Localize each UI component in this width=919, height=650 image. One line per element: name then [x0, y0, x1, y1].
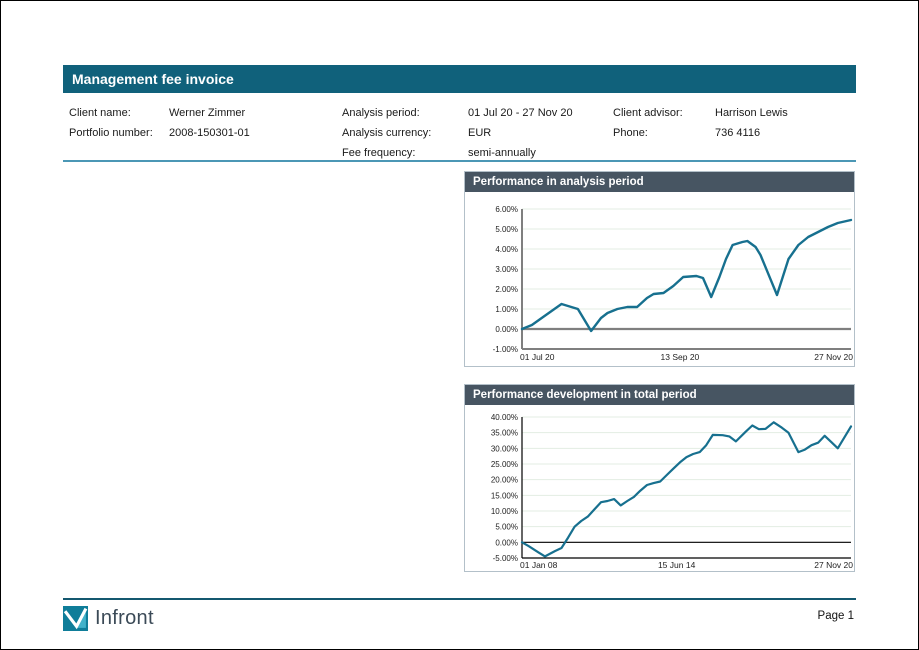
infront-chart-logo-icon [63, 606, 88, 631]
client-advisor-label: Client advisor: [613, 107, 683, 119]
svg-text:27 Nov 20: 27 Nov 20 [814, 352, 853, 362]
client-info-column-2: Analysis period: 01 Jul 20 - 27 Nov 20 A… [342, 103, 573, 163]
svg-text:01 Jul 20: 01 Jul 20 [520, 352, 555, 362]
svg-text:0.00%: 0.00% [495, 538, 518, 547]
svg-text:1.00%: 1.00% [495, 305, 518, 314]
svg-text:3.00%: 3.00% [495, 265, 518, 274]
phone-label: Phone: [613, 127, 648, 139]
brand-name: Infront [95, 607, 154, 629]
analysis-currency-value: EUR [468, 127, 492, 139]
portfolio-number-value: 2008-150301-01 [169, 127, 250, 139]
analysis-currency-label: Analysis currency: [342, 127, 432, 139]
brand-logo: Infront [63, 606, 154, 631]
analysis-period-chart-title: Performance in analysis period [465, 172, 854, 192]
total-period-chart-title: Performance development in total period [465, 385, 854, 405]
page-title: Management fee invoice [63, 65, 856, 93]
analysis-currency-row: Analysis currency: EUR [342, 123, 573, 143]
analysis-period-chart: 6.00% 5.00% 4.00% 3.00% 2.00% 1.00% 0.00% -1.00… [493, 205, 854, 362]
header-separator-line [63, 160, 856, 162]
svg-text:5.00%: 5.00% [495, 523, 518, 532]
fee-frequency-label: Fee frequency: [342, 147, 416, 159]
portfolio-number-row: Portfolio number: 2008-150301-01 [69, 123, 250, 143]
analysis-period-row: Analysis period: 01 Jul 20 - 27 Nov 20 [342, 103, 573, 123]
portfolio-number-label: Portfolio number: [69, 127, 153, 139]
phone-row: Phone: 736 4116 [613, 123, 788, 143]
analysis-period-label: Analysis period: [342, 107, 420, 119]
phone-value: 736 4116 [715, 127, 761, 139]
svg-text:15 Jun 14: 15 Jun 14 [658, 560, 696, 570]
svg-text:40.00%: 40.00% [491, 413, 518, 422]
svg-text:20.00%: 20.00% [491, 476, 518, 485]
svg-text:35.00%: 35.00% [491, 429, 518, 438]
svg-text:-1.00%: -1.00% [493, 345, 518, 354]
svg-text:6.00%: 6.00% [495, 205, 518, 214]
svg-text:2.00%: 2.00% [495, 285, 518, 294]
analysis-period-value: 01 Jul 20 - 27 Nov 20 [468, 107, 573, 119]
svg-text:25.00%: 25.00% [491, 460, 518, 469]
analysis-period-chart-panel: Performance in analysis period 6.00% 5.00… [464, 171, 855, 367]
total-period-chart: 40.00% 35.00% 30.00% 25.00% 20.00% 15.00% 10.0… [491, 413, 853, 570]
client-name-label: Client name: [69, 107, 131, 119]
svg-text:27 Nov 20: 27 Nov 20 [814, 560, 853, 570]
client-name-row: Client name: Werner Zimmer [69, 103, 250, 123]
svg-text:-5.00%: -5.00% [493, 554, 518, 563]
svg-text:5.00%: 5.00% [495, 225, 518, 234]
client-advisor-row: Client advisor: Harrison Lewis [613, 103, 788, 123]
page-number: Page 1 [817, 610, 854, 622]
svg-text:4.00%: 4.00% [495, 245, 518, 254]
svg-text:10.00%: 10.00% [491, 507, 518, 516]
client-name-value: Werner Zimmer [169, 107, 246, 119]
svg-text:01 Jan 08: 01 Jan 08 [520, 560, 558, 570]
fee-frequency-row: Fee frequency: semi-annually [342, 143, 573, 163]
svg-text:0.00%: 0.00% [495, 325, 518, 334]
client-info-column-3: Client advisor: Harrison Lewis Phone: 73… [613, 103, 788, 143]
fee-frequency-value: semi-annually [468, 147, 536, 159]
footer-separator-line [63, 598, 856, 600]
svg-text:30.00%: 30.00% [491, 444, 518, 453]
client-advisor-value: Harrison Lewis [715, 107, 788, 119]
client-info-column-1: Client name: Werner Zimmer Portfolio num… [69, 103, 250, 143]
svg-text:15.00%: 15.00% [491, 491, 518, 500]
svg-text:13 Sep 20: 13 Sep 20 [661, 352, 700, 362]
total-period-chart-panel: Performance development in total period … [464, 384, 855, 572]
